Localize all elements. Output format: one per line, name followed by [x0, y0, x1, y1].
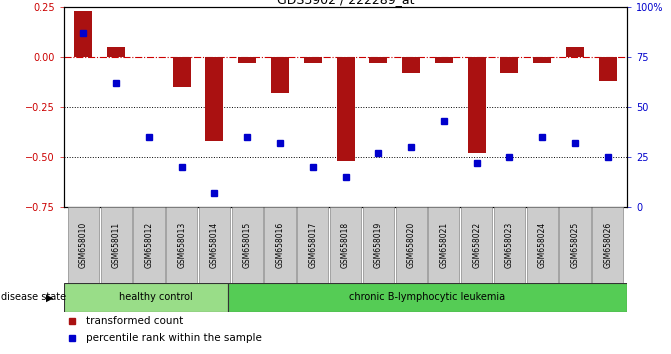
Bar: [337, 57, 354, 161]
Bar: [330, 207, 361, 283]
Text: GSM658012: GSM658012: [144, 222, 154, 268]
Text: GSM658019: GSM658019: [374, 222, 383, 268]
Bar: [304, 57, 322, 63]
Bar: [101, 207, 132, 283]
Bar: [435, 57, 453, 63]
Bar: [494, 207, 525, 283]
Bar: [592, 207, 623, 283]
Text: GSM658017: GSM658017: [308, 222, 317, 268]
Title: GDS3902 / 222289_at: GDS3902 / 222289_at: [277, 0, 414, 6]
Bar: [533, 57, 551, 63]
Bar: [68, 207, 99, 283]
Bar: [560, 207, 590, 283]
Bar: [599, 57, 617, 81]
Bar: [527, 207, 558, 283]
Text: GSM658014: GSM658014: [210, 222, 219, 268]
Bar: [134, 207, 164, 283]
Bar: [402, 57, 420, 73]
Text: GSM658016: GSM658016: [276, 222, 285, 268]
Text: GSM658023: GSM658023: [505, 222, 514, 268]
Bar: [74, 11, 93, 57]
Text: healthy control: healthy control: [119, 292, 193, 302]
Bar: [107, 47, 125, 57]
Text: chronic B-lymphocytic leukemia: chronic B-lymphocytic leukemia: [350, 292, 505, 302]
Text: GSM658018: GSM658018: [341, 222, 350, 268]
Text: GSM658022: GSM658022: [472, 222, 481, 268]
Text: GSM658024: GSM658024: [537, 222, 547, 268]
Bar: [172, 57, 191, 87]
Bar: [566, 47, 584, 57]
Text: GSM658015: GSM658015: [243, 222, 252, 268]
Text: ▶: ▶: [46, 292, 53, 302]
Bar: [64, 283, 227, 312]
Text: GSM658011: GSM658011: [111, 222, 121, 268]
Text: GSM658010: GSM658010: [79, 222, 88, 268]
Bar: [468, 57, 486, 153]
Bar: [501, 57, 519, 73]
Text: GSM658013: GSM658013: [177, 222, 187, 268]
Bar: [227, 283, 627, 312]
Bar: [271, 57, 289, 93]
Bar: [166, 207, 197, 283]
Text: GSM658025: GSM658025: [570, 222, 580, 268]
Text: GSM658020: GSM658020: [407, 222, 415, 268]
Bar: [231, 207, 263, 283]
Text: percentile rank within the sample: percentile rank within the sample: [87, 333, 262, 343]
Bar: [297, 207, 328, 283]
Text: GSM658021: GSM658021: [440, 222, 448, 268]
Bar: [238, 57, 256, 63]
Text: transformed count: transformed count: [87, 316, 184, 326]
Bar: [363, 207, 394, 283]
Bar: [369, 57, 387, 63]
Bar: [395, 207, 427, 283]
Bar: [428, 207, 460, 283]
Text: GSM658026: GSM658026: [603, 222, 612, 268]
Bar: [199, 207, 230, 283]
Bar: [205, 57, 223, 141]
Bar: [461, 207, 493, 283]
Text: disease state: disease state: [1, 292, 66, 302]
Bar: [264, 207, 296, 283]
